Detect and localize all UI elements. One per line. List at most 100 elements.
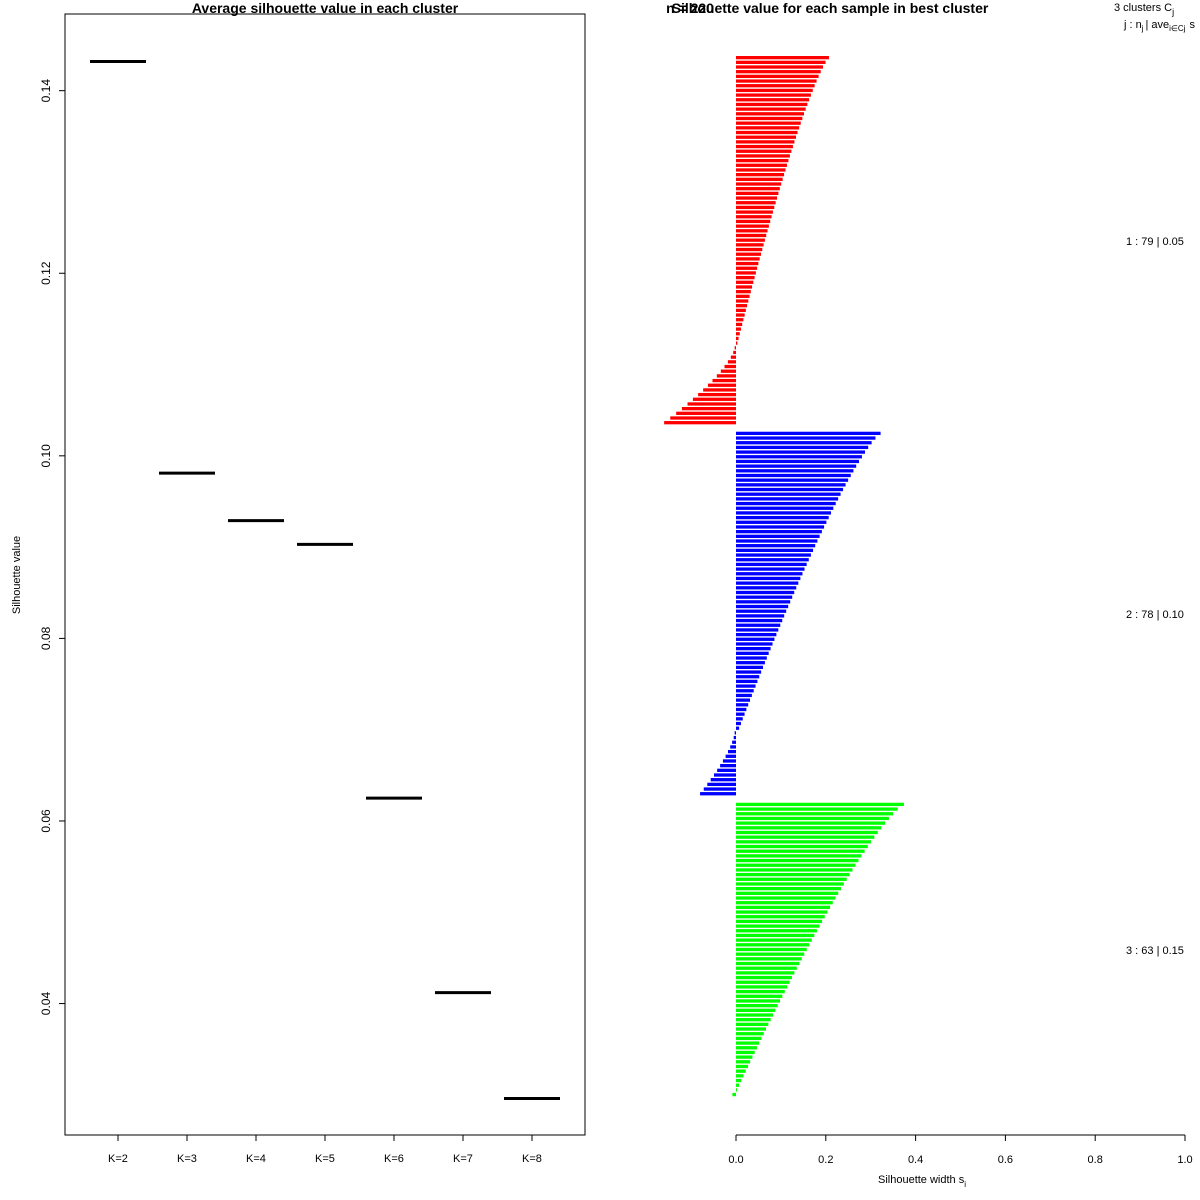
right-x-tick-label: 1.0 — [1177, 1154, 1192, 1166]
silhouette-bar — [736, 849, 865, 853]
silhouette-bar — [736, 478, 849, 482]
silhouette-bar — [736, 487, 844, 492]
silhouette-bar — [736, 534, 820, 538]
silhouette-bar — [736, 572, 803, 576]
silhouette-bar — [733, 350, 736, 355]
silhouette-bar — [736, 525, 825, 529]
right-x-tick-label: 0.8 — [1088, 1154, 1103, 1166]
silhouette-bar — [707, 782, 736, 787]
silhouette-bar — [736, 604, 789, 609]
left-plot-frame — [64, 13, 586, 1136]
silhouette-bar — [720, 369, 736, 373]
silhouette-bar — [736, 947, 807, 952]
right-chart-title: Silhouette value for each sample in best… — [672, 0, 989, 16]
silhouette-bar — [736, 882, 844, 886]
silhouette-bar — [736, 1046, 757, 1050]
silhouette-bar — [736, 544, 816, 548]
silhouette-width-chart: Silhouette value for each sample in best… — [664, 0, 1195, 1189]
silhouette-bar — [736, 628, 779, 632]
silhouette-bar — [681, 407, 736, 411]
silhouette-bar — [736, 858, 859, 863]
silhouette-bar — [736, 290, 751, 294]
silhouette-bar — [736, 341, 738, 345]
silhouette-bar — [736, 247, 763, 252]
silhouette-bar — [736, 275, 755, 280]
left-y-axis-label: Silhouette value — [11, 536, 23, 614]
silhouette-bar — [736, 112, 804, 116]
silhouette-bar — [736, 1008, 776, 1012]
silhouette-bar — [736, 1088, 737, 1092]
silhouette-bar — [736, 257, 760, 261]
silhouette-bar — [736, 1078, 742, 1083]
silhouette-bar — [736, 173, 785, 177]
silhouette-bar — [736, 887, 842, 891]
silhouette-bar — [736, 520, 827, 524]
silhouette-bar — [736, 107, 806, 111]
cluster-label: 2 : 78 | 0.10 — [1126, 609, 1184, 621]
silhouette-bar — [736, 322, 743, 327]
silhouette-bar — [664, 421, 736, 425]
silhouette-bar — [736, 60, 826, 64]
silhouette-bar — [736, 261, 759, 266]
silhouette-bar — [736, 116, 803, 121]
silhouette-bar — [736, 609, 787, 613]
silhouette-bar — [736, 919, 823, 924]
silhouette-bar — [736, 590, 795, 595]
silhouette-bar — [736, 1004, 778, 1008]
silhouette-bar — [736, 483, 846, 487]
left-x-axis: K=2 K=3 K=4 K=5 K=6 K=7 K=8 — [108, 1134, 542, 1165]
silhouette-bar — [736, 562, 807, 567]
silhouette-bar — [736, 863, 856, 867]
left-x-tick-label: K=2 — [108, 1153, 128, 1165]
silhouette-bar — [716, 374, 736, 378]
silhouette-bar — [736, 1050, 755, 1055]
silhouette-bar — [736, 623, 781, 627]
silhouette-bar — [736, 441, 872, 445]
silhouette-bar — [736, 632, 777, 637]
silhouette-bar — [736, 98, 810, 102]
silhouette-bar — [736, 219, 771, 224]
silhouette-bar — [722, 759, 736, 763]
silhouette-bar — [736, 901, 833, 905]
silhouette-bar — [736, 1036, 762, 1041]
silhouette-bar — [736, 661, 765, 665]
silhouette-bar — [736, 238, 765, 242]
left-x-tick-label: K=4 — [246, 1153, 266, 1165]
silhouette-bar — [707, 383, 736, 387]
left-series — [90, 59, 560, 1100]
silhouette-bar — [736, 989, 785, 994]
silhouette-bar — [736, 581, 799, 585]
silhouette-bar — [736, 154, 790, 158]
right-x-axis: 0.0 0.2 0.4 0.6 0.8 1.0 — [728, 1134, 1193, 1166]
silhouette-bar — [720, 764, 736, 768]
right-x-tick-label: 0.2 — [818, 1154, 833, 1166]
silhouette-bar — [736, 469, 854, 473]
silhouette-bar — [730, 355, 736, 359]
silhouette-bar — [736, 647, 771, 651]
left-y-tick-label: 0.10 — [39, 444, 53, 468]
silhouette-bar — [736, 717, 743, 721]
right-x-tick-label: 0.4 — [908, 1154, 923, 1166]
silhouette-bar — [736, 840, 872, 844]
silhouette-bar — [736, 88, 813, 93]
left-x-tick-label: K=3 — [177, 1153, 197, 1165]
silhouette-bar — [736, 1027, 767, 1031]
silhouette-bar — [687, 402, 736, 406]
silhouette-bar — [727, 360, 736, 364]
silhouette-bar — [736, 140, 795, 144]
silhouette-bar — [736, 515, 829, 520]
silhouette-bar — [725, 754, 736, 758]
silhouette-bar — [736, 614, 785, 618]
silhouette-bar — [736, 961, 800, 966]
silhouette-bar — [736, 149, 792, 153]
silhouette-bar — [736, 79, 817, 83]
silhouette-bar — [736, 455, 862, 459]
silhouette-bar — [736, 802, 904, 807]
silhouette-bar — [736, 445, 869, 450]
legend-subheader: j : nj | avei∈Cj s — [1123, 19, 1195, 33]
silhouette-bar — [736, 896, 836, 900]
silhouette-bar — [733, 735, 736, 740]
silhouette-bar — [736, 318, 744, 322]
silhouette-bar — [736, 56, 829, 60]
